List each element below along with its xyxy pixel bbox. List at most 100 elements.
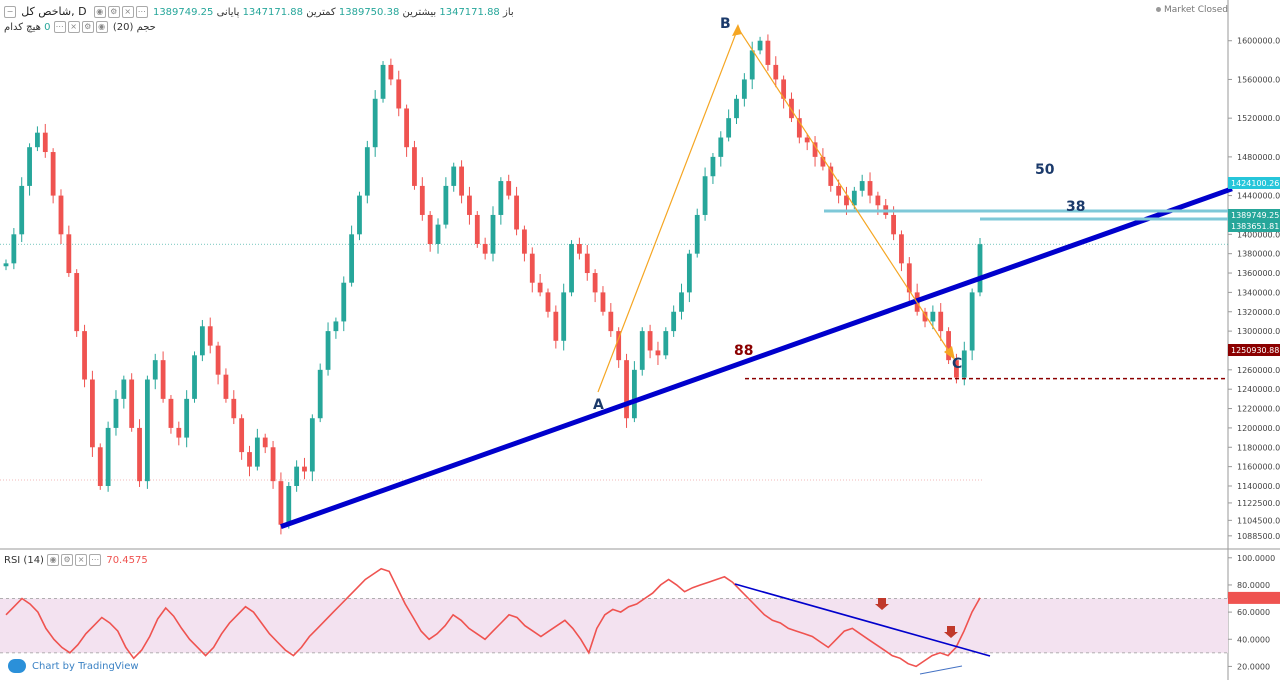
high-value: 1389750.38 — [338, 7, 400, 18]
candle-body — [152, 360, 158, 380]
candle-body — [254, 437, 260, 467]
price-tick-label: 1200000.00 — [1237, 424, 1280, 433]
wave-label-a: A — [593, 397, 604, 413]
candle-body — [836, 185, 842, 196]
settings-icon[interactable]: ⚙ — [61, 554, 74, 566]
candle-body — [294, 466, 300, 486]
candle-body — [199, 326, 205, 356]
candle-body — [223, 374, 229, 399]
candle-body — [773, 64, 779, 80]
wave-arrow-c-icon — [944, 346, 955, 360]
candle-body — [789, 98, 794, 119]
candle-body — [569, 243, 574, 293]
candle-body — [561, 292, 567, 341]
candle-body — [506, 181, 512, 196]
candle-body — [474, 214, 480, 244]
visibility-icon[interactable]: ◉ — [47, 554, 60, 566]
candle-body — [584, 253, 590, 274]
rsi-divergence-line — [919, 665, 963, 675]
candle-body — [176, 427, 182, 438]
rsi-label: RSI (14) — [4, 555, 44, 566]
fib-label-50: 50 — [1035, 162, 1055, 178]
candle-body — [27, 147, 32, 186]
candle-body — [616, 331, 622, 361]
open-label: باز — [503, 7, 514, 18]
candle-body — [969, 292, 975, 351]
brand-text: Chart by TradingView — [32, 661, 139, 672]
candle-body — [600, 292, 606, 312]
low-value: 1347171.88 — [242, 7, 304, 18]
price-tick-label: 1220000.00 — [1237, 405, 1280, 414]
visibility-icon[interactable]: ◉ — [93, 6, 106, 18]
candle-body — [804, 137, 810, 143]
candle-body — [757, 40, 763, 51]
candle-body — [671, 311, 677, 332]
rsi-tick-label: 100.0000 — [1237, 554, 1275, 563]
price-tick-label: 1340000.00 — [1237, 288, 1280, 297]
price-tick-label: 1240000.00 — [1237, 385, 1280, 394]
visibility-icon[interactable]: ◉ — [95, 21, 108, 33]
candle-body — [828, 166, 834, 186]
more-icon[interactable]: ⋯ — [135, 6, 148, 18]
candle-body — [749, 50, 755, 80]
candle-body — [121, 379, 127, 399]
close-icon[interactable]: × — [75, 554, 88, 566]
price-tick-label: 1122500.00 — [1237, 499, 1280, 508]
rsi-band — [0, 598, 1228, 653]
candle-body — [686, 253, 692, 293]
price-tag — [1228, 344, 1280, 356]
candle-body — [741, 79, 747, 99]
down-arrow-icon — [875, 598, 889, 610]
candle-body — [419, 185, 425, 215]
more-icon[interactable]: ⋯ — [89, 554, 102, 566]
tradingview-brand[interactable]: Chart by TradingView — [8, 659, 139, 673]
candle-body — [954, 360, 959, 378]
settings-icon[interactable]: ⚙ — [81, 21, 94, 33]
candle-body — [42, 132, 48, 153]
rsi-tick-label: 60.0000 — [1237, 608, 1270, 617]
more-icon[interactable]: ⋯ — [53, 21, 66, 33]
candle-body — [702, 176, 708, 215]
wave-arrow-b-icon — [732, 24, 742, 36]
candle-body — [796, 118, 802, 138]
candle-body — [239, 418, 245, 453]
price-tag — [1228, 177, 1280, 189]
volume-mode: هیچ کدام — [4, 22, 41, 33]
price-tick-label: 1320000.00 — [1237, 308, 1280, 317]
settings-icon[interactable]: ⚙ — [107, 6, 120, 18]
candle-body — [74, 273, 80, 332]
collapse-icon[interactable]: − — [4, 6, 16, 18]
candle-body — [679, 292, 684, 312]
price-tag-label: 1250930.88 — [1231, 346, 1279, 355]
candle-body — [851, 190, 857, 206]
candle-body — [341, 282, 347, 322]
close-icon[interactable]: × — [121, 6, 134, 18]
candle-body — [309, 418, 315, 472]
chart-header: − شاخص کل, D ◉ ⚙ × ⋯ باز 1347171.88 بیشترین… — [4, 5, 514, 18]
price-tag — [1228, 220, 1280, 232]
candle-body — [875, 195, 881, 206]
close-icon[interactable]: × — [67, 21, 80, 33]
candle-body — [663, 331, 669, 356]
price-tick-label: 1520000.00 — [1237, 114, 1280, 123]
candle-body — [388, 64, 394, 80]
price-tag-label: 1389749.25 — [1231, 211, 1279, 220]
candle-body — [192, 355, 197, 399]
high-label: بیشترین — [402, 7, 437, 18]
rsi-value-tag — [1228, 591, 1280, 604]
candle-body — [529, 253, 535, 283]
candle-body — [168, 398, 174, 428]
candle-body — [286, 485, 292, 525]
candle-body — [19, 185, 25, 235]
candle-body — [3, 263, 9, 267]
market-status-text: Market Closed — [1163, 5, 1228, 15]
candle-body — [537, 282, 543, 293]
candle-body — [184, 398, 190, 438]
candle-body — [961, 350, 967, 378]
down-arrow-icon — [944, 626, 958, 638]
candle-body — [891, 214, 896, 235]
candle-body — [710, 156, 716, 177]
price-tick-label: 1160000.00 — [1237, 463, 1280, 472]
candle-body — [364, 147, 370, 196]
